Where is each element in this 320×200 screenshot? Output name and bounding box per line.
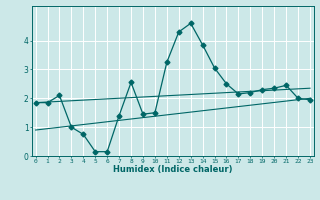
X-axis label: Humidex (Indice chaleur): Humidex (Indice chaleur) bbox=[113, 165, 233, 174]
